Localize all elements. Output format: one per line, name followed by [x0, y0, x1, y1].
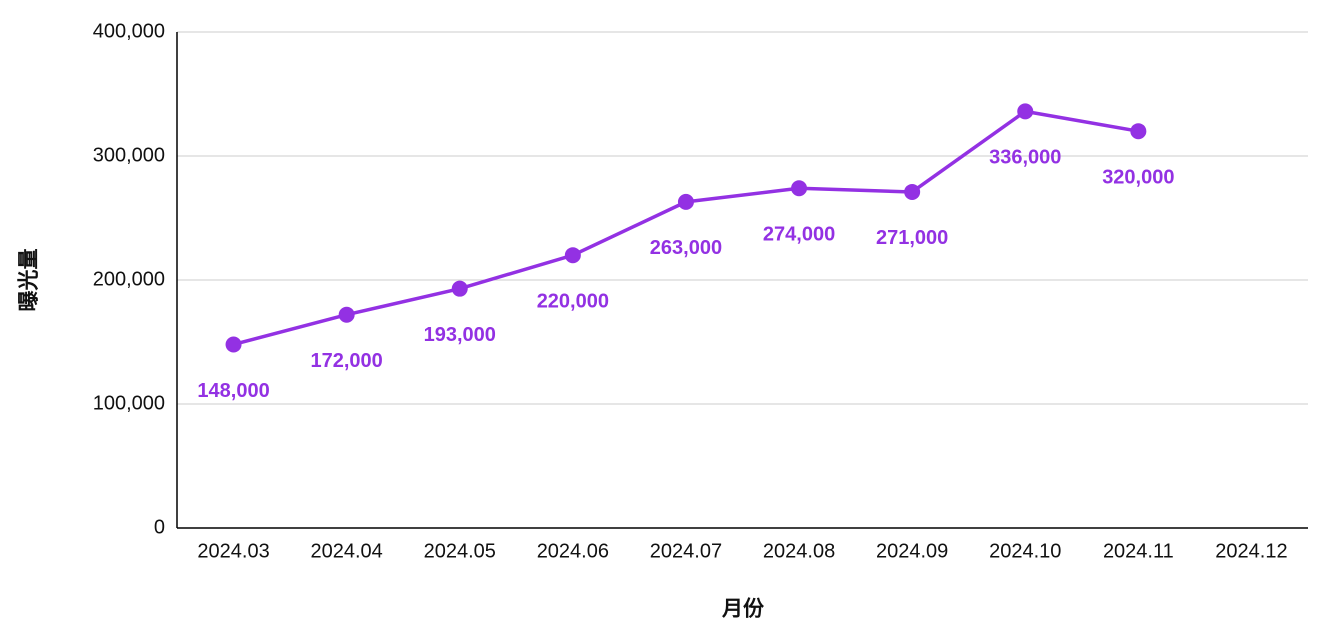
x-tick-label: 2024.04 — [311, 540, 383, 562]
data-point — [904, 183, 921, 200]
x-tick-label: 2024.09 — [876, 540, 948, 562]
x-tick-label: 2024.06 — [537, 540, 609, 562]
data-label: 320,000 — [1102, 166, 1174, 188]
data-label: 336,000 — [989, 147, 1061, 169]
data-label: 148,000 — [197, 380, 269, 402]
data-label: 193,000 — [424, 324, 496, 346]
x-tick-label: 2024.05 — [424, 540, 496, 562]
x-tick-label: 2024.07 — [650, 540, 722, 562]
data-label: 263,000 — [650, 237, 722, 259]
y-tick-label: 100,000 — [93, 392, 165, 414]
x-tick-label: 2024.03 — [197, 540, 269, 562]
y-tick-label: 200,000 — [93, 268, 165, 290]
data-point — [225, 336, 242, 353]
data-point — [677, 193, 694, 210]
data-label: 220,000 — [537, 290, 609, 312]
data-label: 274,000 — [763, 224, 835, 246]
data-point — [1017, 103, 1034, 120]
data-point — [564, 247, 581, 264]
data-point — [791, 180, 808, 197]
x-tick-label: 2024.10 — [989, 540, 1061, 562]
x-axis-title: 月份 — [721, 597, 765, 621]
data-point — [451, 280, 468, 297]
y-tick-label: 400,000 — [93, 20, 165, 42]
data-point — [338, 306, 355, 323]
x-tick-label: 2024.08 — [763, 540, 835, 562]
x-tick-label: 2024.12 — [1215, 540, 1287, 562]
x-tick-label: 2024.11 — [1103, 540, 1174, 562]
y-tick-label: 0 — [154, 516, 165, 538]
y-tick-label: 300,000 — [93, 144, 165, 166]
data-label: 172,000 — [311, 350, 383, 372]
y-axis-title: 曝光量 — [18, 249, 41, 312]
data-point — [1130, 123, 1147, 140]
data-label: 271,000 — [876, 227, 948, 249]
